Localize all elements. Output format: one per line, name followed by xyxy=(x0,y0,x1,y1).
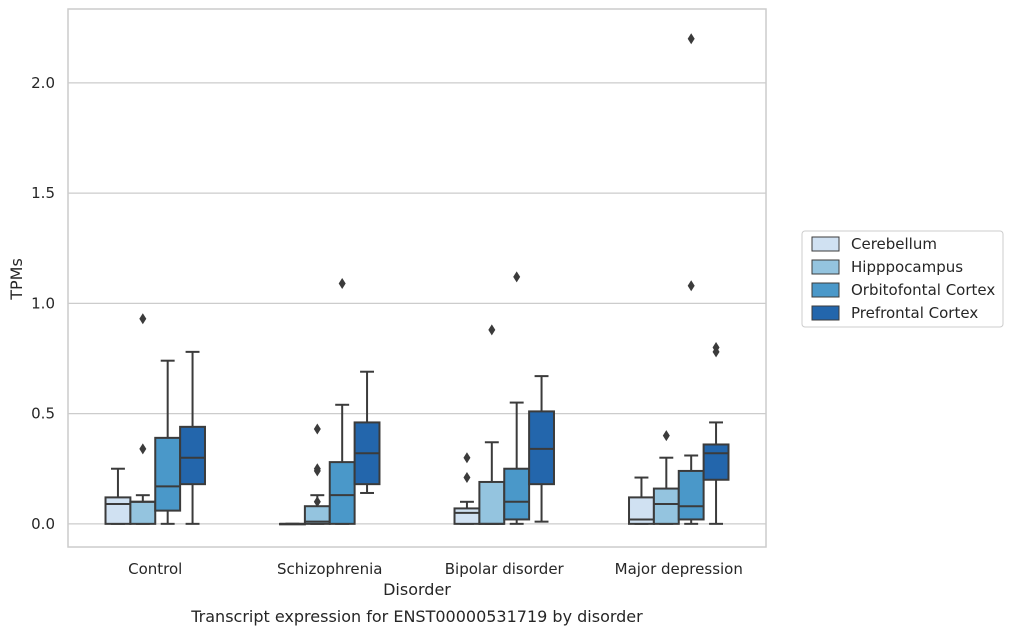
legend-label: Prefrontal Cortex xyxy=(851,304,978,322)
x-tick-label-bipolar-disorder: Bipolar disorder xyxy=(445,560,565,578)
legend: Cerebellum Hipppocampus Orbitofontal Corte… xyxy=(801,230,1004,328)
y-tick-label: 1.5 xyxy=(31,184,55,202)
box-schizophrenia-orbitofontal-cortex xyxy=(328,278,356,525)
box-iqr xyxy=(453,507,481,525)
outlier-point xyxy=(488,324,496,336)
legend-frame xyxy=(801,230,1004,328)
box-iqr xyxy=(129,500,157,525)
box-schizophrenia-prefrontal-cortex xyxy=(353,370,381,494)
outlier-point xyxy=(463,472,471,484)
box-iqr xyxy=(104,496,132,525)
x-tick-label-major-depression: Major depression xyxy=(615,560,743,578)
box-iqr xyxy=(503,467,531,521)
outlier-point xyxy=(313,465,321,477)
box-control-hipppocampus xyxy=(129,313,157,525)
outlier-point xyxy=(687,280,695,292)
box-major-depression-orbitofontal-cortex xyxy=(677,33,705,525)
legend-swatch xyxy=(811,236,840,252)
legend-item-hipppocampus: Hipppocampus xyxy=(811,258,963,276)
x-axis-label: Disorder xyxy=(383,580,451,599)
plot-area-frame xyxy=(67,8,767,548)
box-bipolar-disorder-cerebellum xyxy=(453,452,481,525)
box-iqr xyxy=(677,469,705,521)
x-tick-label-schizophrenia: Schizophrenia xyxy=(277,560,382,578)
box-major-depression-prefrontal-cortex xyxy=(702,341,730,525)
box-schizophrenia-cerebellum xyxy=(279,522,306,526)
outlier-point xyxy=(139,443,147,455)
legend-label: Cerebellum xyxy=(851,235,937,253)
legend-swatch xyxy=(811,259,840,275)
box-iqr xyxy=(179,425,206,486)
box-bipolar-disorder-prefrontal-cortex xyxy=(528,375,555,523)
y-tick-label: 2.0 xyxy=(31,74,55,92)
legend-swatch xyxy=(811,282,840,298)
outlier-point xyxy=(712,341,720,353)
legend-label: Orbitofontal Cortex xyxy=(851,281,995,299)
outlier-point xyxy=(338,278,346,290)
outlier-point xyxy=(513,271,521,283)
outlier-point xyxy=(313,423,321,435)
y-tick-label: 0.5 xyxy=(31,405,55,423)
y-axis-ticks: 0.0 0.5 1.0 1.5 2.0 xyxy=(31,74,55,533)
y-axis-label: TPMs xyxy=(7,258,26,301)
x-tick-label-control: Control xyxy=(128,560,182,578)
y-tick-label: 0.0 xyxy=(31,515,55,533)
box-iqr xyxy=(154,436,182,512)
legend-item-orbitofontal-cortex: Orbitofontal Cortex xyxy=(811,281,995,299)
chart-caption: Transcript expression for ENST0000053171… xyxy=(190,607,643,626)
x-axis-ticks: Control Schizophrenia Bipolar disorder Majo… xyxy=(128,560,743,578)
legend-label: Hipppocampus xyxy=(851,258,963,276)
box-control-orbitofontal-cortex xyxy=(154,359,182,525)
box-bipolar-disorder-hipppocampus xyxy=(478,324,506,525)
outlier-point xyxy=(687,33,695,45)
box-control-cerebellum xyxy=(104,467,132,525)
box-schizophrenia-hipppocampus xyxy=(303,423,331,525)
box-control-prefrontal-cortex xyxy=(179,350,206,525)
legend-item-cerebellum: Cerebellum xyxy=(811,235,937,253)
box-iqr xyxy=(528,410,555,486)
box-bipolar-disorder-orbitofontal-cortex xyxy=(503,271,531,525)
box-major-depression-hipppocampus xyxy=(652,430,680,525)
box-groups xyxy=(104,33,730,526)
outlier-point xyxy=(313,496,321,508)
legend-item-prefrontal-cortex: Prefrontal Cortex xyxy=(811,304,978,322)
outlier-point xyxy=(139,313,147,325)
legend-swatch xyxy=(811,305,840,321)
box-iqr xyxy=(478,480,506,525)
box-iqr xyxy=(328,461,356,525)
outlier-point xyxy=(662,430,670,442)
box-iqr xyxy=(702,443,730,481)
y-tick-label: 1.0 xyxy=(31,294,55,312)
outlier-point xyxy=(463,452,471,464)
box-iqr xyxy=(652,487,680,525)
